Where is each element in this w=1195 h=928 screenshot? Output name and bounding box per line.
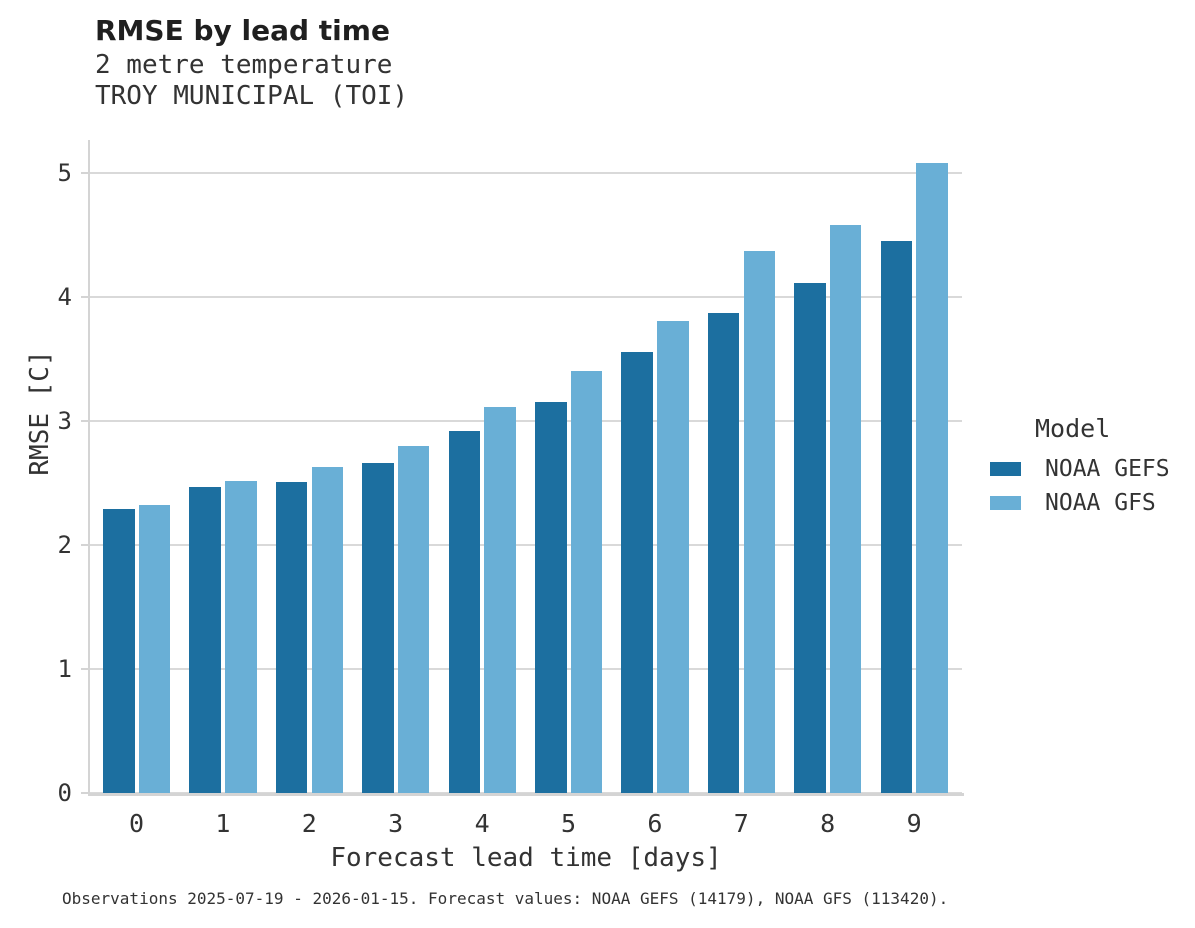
legend-label: NOAA GEFS — [1045, 456, 1170, 482]
x-tick-label-8: 8 — [820, 809, 836, 838]
x-tick-label-2: 2 — [301, 809, 317, 838]
bar-noaa-gfs-lead-3 — [397, 445, 430, 793]
legend: Model NOAA GEFS NOAA GFS — [990, 414, 1170, 520]
x-tick-label-6: 6 — [647, 809, 663, 838]
legend-entry-noaa-gfs: NOAA GFS — [990, 486, 1170, 520]
bar-noaa-gefs-lead-7 — [707, 313, 740, 793]
bar-noaa-gefs-lead-5 — [535, 402, 567, 793]
chart-subtitle-station: TROY MUNICIPAL (TOI) — [95, 81, 409, 111]
bar-noaa-gefs-lead-3 — [362, 463, 394, 793]
bar-noaa-gfs-lead-2 — [311, 466, 343, 793]
bar-noaa-gefs-lead-1 — [189, 486, 221, 793]
x-axis-spine — [88, 793, 964, 796]
legend-swatch-icon — [990, 462, 1021, 476]
gridline-y-3 — [90, 420, 962, 422]
legend-swatch-icon — [990, 496, 1021, 510]
x-tick-label-1: 1 — [215, 809, 231, 838]
y-tick-mark-1 — [81, 668, 88, 670]
bar-noaa-gefs-lead-4 — [448, 430, 481, 793]
chart-subtitle: 2 metre temperature TROY MUNICIPAL (TOI) — [95, 50, 408, 112]
gridline-y-1 — [90, 668, 962, 670]
bar-noaa-gfs-lead-9 — [916, 163, 948, 793]
x-tick-label-0: 0 — [128, 809, 145, 838]
bar-noaa-gfs-lead-0 — [138, 505, 171, 793]
y-tick-mark-0 — [81, 792, 88, 794]
y-tick-label-2: 2 — [57, 531, 72, 559]
y-tick-label-0: 0 — [57, 779, 72, 807]
x-tick-label-9: 9 — [906, 809, 922, 838]
bar-noaa-gefs-lead-8 — [794, 283, 826, 793]
y-tick-label-3: 3 — [57, 407, 72, 435]
x-tick-label-7: 7 — [733, 809, 749, 838]
bar-noaa-gfs-lead-4 — [484, 407, 516, 793]
x-tick-label-4: 4 — [474, 809, 490, 838]
bar-noaa-gefs-lead-9 — [880, 241, 913, 793]
legend-label: NOAA GFS — [1045, 490, 1156, 516]
chart-title: RMSE by lead time — [95, 14, 390, 47]
legend-entries: NOAA GEFS NOAA GFS — [990, 452, 1170, 520]
y-tick-label-1: 1 — [57, 655, 72, 683]
bar-noaa-gfs-lead-7 — [743, 251, 775, 793]
y-tick-mark-5 — [81, 172, 88, 174]
bar-noaa-gefs-lead-0 — [103, 509, 135, 793]
bar-noaa-gfs-lead-6 — [657, 320, 689, 793]
bar-noaa-gfs-lead-5 — [570, 371, 603, 793]
y-tick-label-4: 4 — [57, 283, 72, 311]
bar-noaa-gefs-lead-2 — [275, 481, 308, 793]
plot-area: 0 1 2 3 4 5 0 1 2 3 4 5 6 7 8 9 — [58, 140, 964, 838]
legend-title: Model — [1035, 414, 1111, 443]
caption: Observations 2025-07-19 - 2026-01-15. Fo… — [62, 889, 949, 908]
y-tick-mark-2 — [81, 544, 88, 546]
y-axis-spine — [88, 140, 90, 796]
legend-entry-noaa-gefs: NOAA GEFS — [990, 452, 1170, 486]
bar-noaa-gefs-lead-6 — [621, 351, 653, 793]
y-tick-mark-4 — [81, 296, 88, 298]
y-tick-label-5: 5 — [57, 159, 72, 187]
gridline-y-4 — [90, 296, 962, 298]
x-tick-label-3: 3 — [388, 809, 404, 838]
bar-noaa-gfs-lead-1 — [225, 480, 257, 793]
y-tick-mark-3 — [81, 420, 88, 422]
gridline-y-5 — [90, 172, 962, 174]
gridline-y-2 — [90, 544, 962, 546]
x-axis-title: Forecast lead time [days] — [330, 843, 722, 873]
chart-subtitle-variable: 2 metre temperature — [95, 50, 393, 80]
bar-noaa-gfs-lead-8 — [829, 225, 862, 793]
x-tick-label-5: 5 — [560, 809, 577, 838]
